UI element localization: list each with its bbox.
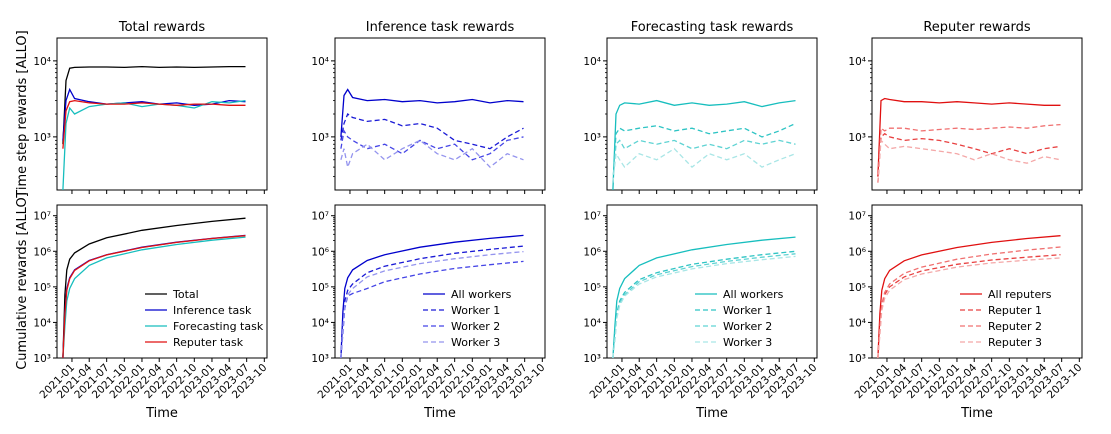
series-line-all-workers xyxy=(612,236,796,359)
series-line-all-workers xyxy=(340,88,524,137)
panel-title: Inference task rewards xyxy=(366,20,515,35)
legend-entry: All reputers xyxy=(988,288,1052,301)
y-tick-label: 10³ xyxy=(848,132,866,144)
series-line-all-reputers xyxy=(877,97,1061,177)
panel-total-cum: 10³10⁴10⁵10⁶10⁷2021-012021-042021-072021… xyxy=(33,204,269,421)
x-axis-label: Time xyxy=(423,406,456,421)
plot-frame xyxy=(56,37,268,191)
y-tick-label: 10⁴ xyxy=(311,317,329,329)
series-line-worker-2 xyxy=(612,139,796,183)
y-tick-label: 10⁴ xyxy=(583,317,601,329)
y-tick-label: 10³ xyxy=(583,353,601,365)
series-line-reputer-1 xyxy=(877,132,1061,183)
legend-entry: Worker 2 xyxy=(723,320,772,333)
y-tick-label: 10⁶ xyxy=(33,246,51,258)
y-tick-label: 10⁷ xyxy=(311,211,329,223)
panel-total-step: 10³ 10⁴ Total rewards xyxy=(33,20,268,194)
y-axis-label-bottom: Cumulative rewards [ALLO] xyxy=(15,192,30,370)
series-line-forecasting-task xyxy=(62,236,246,359)
panel-title: Reputer rewards xyxy=(923,20,1031,35)
series-line-worker-1 xyxy=(612,122,796,183)
legend-entry: Worker 1 xyxy=(723,304,772,317)
y-axis-label-top: Time step rewards [ALLO] xyxy=(15,30,30,198)
legend-entry: Reputer 3 xyxy=(988,336,1042,349)
y-tick-label: 10⁴ xyxy=(33,56,51,68)
series-line-total xyxy=(62,65,246,145)
series-line-reputer-2 xyxy=(877,123,1061,183)
y-tick-label: 10⁶ xyxy=(583,246,601,258)
series-line-reputer-3 xyxy=(877,138,1061,183)
plot-frame xyxy=(606,37,818,191)
y-tick-label: 10³ xyxy=(311,353,329,365)
series-line-worker-3 xyxy=(340,139,524,170)
legend-entry: Worker 3 xyxy=(723,336,772,349)
y-tick-label: 10⁷ xyxy=(583,211,601,223)
series-line-total xyxy=(62,217,246,359)
plot-frame xyxy=(56,204,268,359)
panel-forecast-cum: 10³10⁴10⁵10⁶10⁷2021-012021-042021-072021… xyxy=(583,204,819,421)
y-tick-label: 10⁶ xyxy=(311,246,329,258)
y-tick-label: 10⁵ xyxy=(311,282,329,294)
y-tick-label: 10⁵ xyxy=(33,282,51,294)
y-tick-label: 10⁴ xyxy=(311,56,329,68)
series-line-worker-3 xyxy=(340,250,524,359)
plot-frame xyxy=(606,204,818,359)
plot-frame xyxy=(871,204,1083,359)
panel-reputer-cum: 10³10⁴10⁵10⁶10⁷2021-012021-042021-072021… xyxy=(848,204,1084,421)
series-line-worker-1 xyxy=(612,250,796,359)
y-tick-label: 10⁴ xyxy=(583,56,601,68)
legend-entry: Reputer task xyxy=(173,336,244,349)
y-tick-label: 10⁷ xyxy=(33,211,51,223)
legend-entry: Total xyxy=(172,288,199,301)
plot-frame xyxy=(334,204,546,359)
series-line-reputer-task xyxy=(62,235,246,359)
series-line-reputer-task xyxy=(62,99,246,149)
legend-entry: All workers xyxy=(723,288,784,301)
panel-forecast-step: 10³ 10⁴ Forecasting task rewards xyxy=(583,20,818,194)
x-axis-label: Time xyxy=(695,406,728,421)
y-tick-label: 10³ xyxy=(33,132,51,144)
series-line-inference-task xyxy=(62,87,246,141)
series-line-all-workers xyxy=(340,234,524,359)
legend-entry: Reputer 1 xyxy=(988,304,1042,317)
legend-entry: All workers xyxy=(451,288,512,301)
y-tick-label: 10⁶ xyxy=(848,246,866,258)
series-line-worker-3 xyxy=(612,255,796,359)
series-line-all-reputers xyxy=(877,235,1061,359)
series-line-worker-1 xyxy=(340,112,524,150)
y-tick-label: 10⁷ xyxy=(848,211,866,223)
y-tick-label: 10⁴ xyxy=(848,317,866,329)
series-line-worker-2 xyxy=(340,129,524,161)
y-tick-label: 10⁴ xyxy=(848,56,866,68)
legend-entry: Worker 3 xyxy=(451,336,500,349)
y-tick-label: 10⁴ xyxy=(33,317,51,329)
legend-entry: Inference task xyxy=(173,304,252,317)
plot-frame xyxy=(334,37,546,191)
x-axis-label: Time xyxy=(960,406,993,421)
legend-entry: Forecasting task xyxy=(173,320,264,333)
y-tick-label: 10⁵ xyxy=(583,282,601,294)
x-axis-label: Time xyxy=(145,406,178,421)
plot-frame xyxy=(871,37,1083,191)
y-tick-label: 10³ xyxy=(33,353,51,365)
series-line-reputer-3 xyxy=(877,257,1061,359)
series-line-worker-3 xyxy=(612,147,796,183)
series-line-all-workers xyxy=(612,99,796,191)
legend-entry: Worker 2 xyxy=(451,320,500,333)
panel-inference-cum: 10³10⁴10⁵10⁶10⁷2021-012021-042021-072021… xyxy=(311,204,547,421)
y-tick-label: 10³ xyxy=(583,132,601,144)
panel-title: Forecasting task rewards xyxy=(631,20,794,35)
panel-inference-step: 10³ 10⁴ Inference task rewards xyxy=(311,20,546,194)
y-tick-label: 10⁵ xyxy=(848,282,866,294)
series-line-forecasting-task xyxy=(62,99,246,191)
legend-entry: Reputer 2 xyxy=(988,320,1042,333)
panel-title: Total rewards xyxy=(118,20,206,35)
legend-entry: Worker 1 xyxy=(451,304,500,317)
panel-reputer-step: 10³ 10⁴ Reputer rewards xyxy=(848,20,1083,194)
y-tick-label: 10³ xyxy=(848,353,866,365)
y-tick-label: 10³ xyxy=(311,132,329,144)
series-line-reputer-2 xyxy=(877,246,1061,359)
